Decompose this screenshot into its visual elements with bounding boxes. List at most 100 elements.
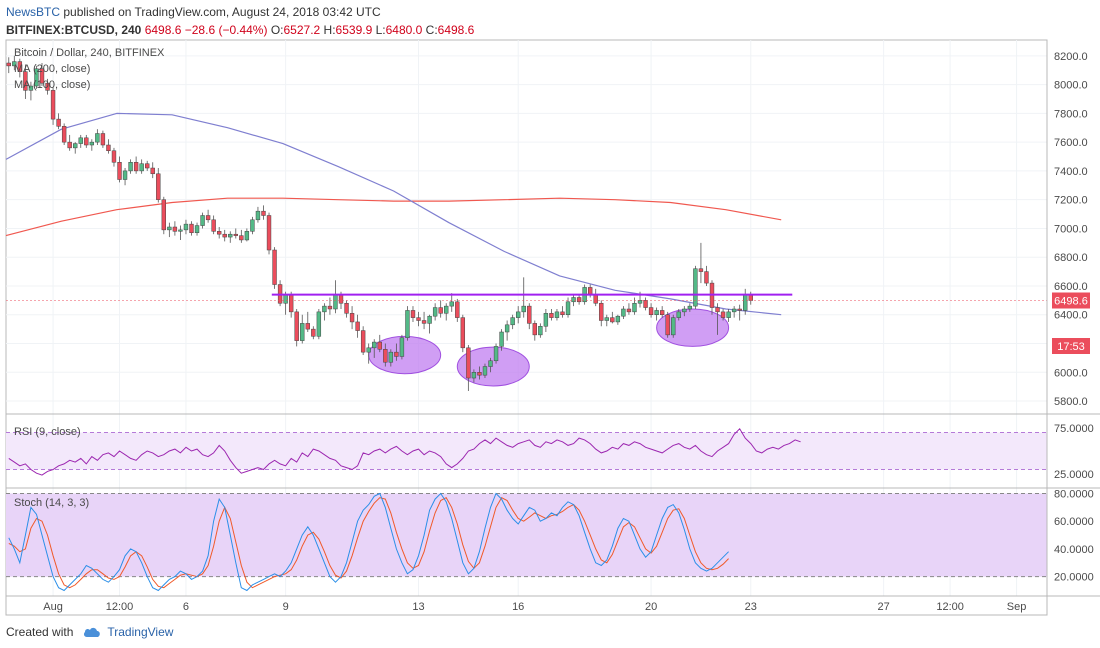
candle-body: [250, 219, 255, 232]
candle-body: [12, 61, 17, 67]
candle-body: [228, 233, 233, 238]
candle-body: [521, 305, 526, 313]
candle-body: [648, 307, 654, 315]
candle-body: [305, 323, 310, 330]
footer: Created with TradingView: [6, 622, 173, 642]
stoch-d-line: [8, 497, 729, 589]
candle-body: [300, 323, 305, 341]
price-tick-label: 7000.0: [1054, 223, 1088, 235]
rsi-pane[interactable]: [8, 427, 801, 476]
price-tick-label: 8200.0: [1054, 51, 1088, 63]
candle-body: [45, 82, 50, 91]
candle-body: [527, 305, 532, 324]
close-label: C:: [425, 23, 438, 37]
candle-body: [455, 301, 460, 318]
chart-title: Bitcoin / Dollar, 240, BITFINEX: [14, 47, 165, 59]
candle-body: [743, 294, 748, 311]
candle-body: [538, 326, 543, 336]
candle-body: [610, 317, 615, 323]
candle-body: [532, 323, 537, 336]
rsi-legend[interactable]: RSI (9, close): [14, 426, 81, 438]
candle-body: [239, 235, 244, 241]
price-tick-label: 8000.0: [1054, 80, 1088, 92]
time-tick-label: 23: [745, 601, 757, 613]
candle-body: [34, 68, 39, 87]
price-pane[interactable]: [5, 55, 1047, 391]
candle-body: [410, 310, 416, 318]
stoch-tick-label: 60.0000: [1054, 516, 1094, 528]
stoch-pane[interactable]: [8, 492, 729, 592]
published-text: published on TradingView.com, August 24,…: [63, 5, 381, 19]
candle-body: [626, 308, 632, 313]
candle-body: [233, 233, 238, 236]
candle-body: [715, 307, 720, 313]
candle-body: [128, 162, 133, 172]
time-tick-label: 9: [283, 601, 289, 613]
price-change: −28.6 (−0.44%): [184, 23, 268, 37]
candle-body: [255, 210, 261, 221]
candle-body: [460, 317, 466, 349]
candle-body: [466, 347, 471, 379]
time-tick-label: Aug: [43, 601, 63, 613]
indicator-legend-2[interactable]: MA (100, close): [14, 79, 90, 91]
countdown-badge-bg: [1052, 338, 1090, 354]
candle-body: [604, 317, 609, 321]
candle-body: [167, 226, 172, 231]
candle-body: [117, 162, 122, 180]
tradingview-link[interactable]: TradingView: [107, 625, 174, 639]
candle-body: [671, 317, 676, 336]
candle-body: [266, 215, 272, 251]
candle-body: [288, 294, 294, 313]
candle-body: [726, 311, 731, 318]
last-price-badge: 6498.6 17:53: [1052, 292, 1090, 354]
candle-body: [543, 313, 549, 327]
candle-body: [189, 223, 194, 234]
rsi-band: [6, 432, 1047, 470]
candle-body: [659, 310, 665, 315]
candle-body: [615, 315, 621, 323]
indicator-legend-1[interactable]: MA (200, close): [14, 63, 90, 75]
candle-body: [95, 133, 100, 143]
stoch-legend[interactable]: Stoch (14, 3, 3): [14, 497, 89, 509]
rsi-tick-label: 75.0000: [1054, 423, 1094, 435]
indicator-bands: [6, 432, 1047, 578]
candle-body: [89, 141, 95, 146]
candle-body: [510, 317, 515, 326]
candle-body: [106, 144, 111, 152]
candle-body: [587, 287, 593, 295]
candle-body: [150, 167, 155, 175]
candle-body: [161, 199, 166, 231]
candle-body: [427, 315, 432, 324]
publisher-name[interactable]: NewsBTC: [6, 5, 61, 19]
candle-body: [111, 150, 117, 163]
candle-body: [272, 249, 277, 285]
chart-area[interactable]: 8200.0 8000.0 7800.0 7600.0 7400.0 7200.0 7000…: [0, 0, 1100, 620]
candle-body: [316, 311, 322, 337]
candle-body: [704, 271, 709, 284]
candle-body: [39, 68, 45, 84]
candle-body: [244, 231, 250, 241]
high-value: 6539.9: [335, 23, 373, 37]
candle-body: [216, 231, 222, 235]
price-tick-label: 6800.0: [1054, 252, 1088, 264]
candle-body: [720, 311, 726, 318]
candle-body: [687, 305, 693, 310]
candle-body: [599, 302, 604, 321]
candle-body: [399, 337, 405, 357]
price-tick-label: 6400.0: [1054, 310, 1088, 322]
time-tick-label: 27: [878, 601, 890, 613]
candle-body: [200, 215, 205, 226]
candle-body: [593, 294, 598, 304]
candle-body: [139, 163, 144, 172]
candle-body: [344, 302, 349, 314]
time-tick-label: Sep: [1007, 601, 1027, 613]
price-tick-label: 7800.0: [1054, 108, 1088, 120]
candle-body: [549, 313, 554, 318]
candle-body: [676, 311, 681, 318]
candle-body: [388, 351, 394, 363]
rsi-line: [8, 427, 801, 476]
candle-body: [698, 268, 704, 272]
candle-body: [349, 313, 355, 323]
candle-body: [654, 310, 659, 315]
candle-body: [421, 320, 427, 324]
